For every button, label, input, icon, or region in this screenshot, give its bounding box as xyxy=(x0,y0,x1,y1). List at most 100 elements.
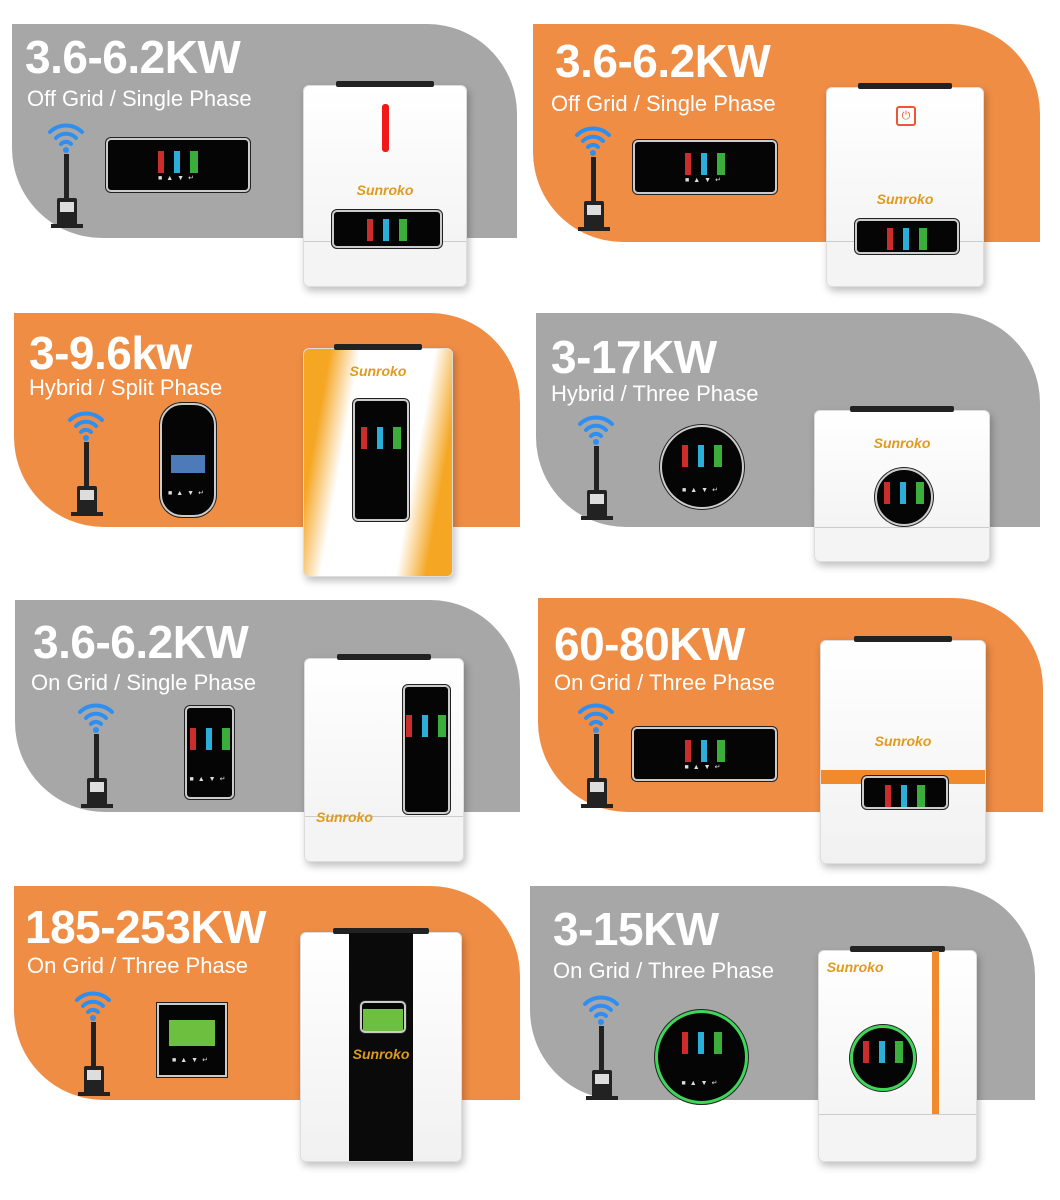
inverter-display xyxy=(875,468,933,526)
inverter-base xyxy=(815,527,989,561)
inverter-display xyxy=(862,776,948,810)
power-button-icon: ⏻ xyxy=(896,106,916,126)
display-panel: ■▲▼↵ xyxy=(160,403,216,517)
inverter-display xyxy=(352,398,409,521)
power-range-title: 3.6-6.2KW xyxy=(555,35,771,87)
display-screen xyxy=(158,151,198,173)
product-type-subtitle: Hybrid / Three Phase xyxy=(551,381,759,406)
brand-logo: Sunroko xyxy=(874,732,932,749)
power-range-title: 3-9.6kw xyxy=(29,327,192,379)
brand-logo: Sunroko xyxy=(349,363,407,379)
brand-logo: Sunroko xyxy=(352,1045,410,1062)
display-screen xyxy=(681,1032,722,1055)
wifi-icon xyxy=(576,700,616,733)
inverter-base xyxy=(304,241,466,286)
display-buttons: ■▲▼↵ xyxy=(684,764,725,771)
power-range-title: 3-15KW xyxy=(553,903,719,955)
wifi-dongle-icon xyxy=(50,154,84,236)
display-buttons: ■▲▼↵ xyxy=(685,177,725,184)
display-panel: ■▲▼↵ xyxy=(632,727,777,781)
inverter-screen xyxy=(886,227,927,250)
brand-logo: Sunroko xyxy=(316,808,373,825)
inverter-base xyxy=(305,815,463,861)
inverter-screen xyxy=(360,426,401,449)
inverter-base xyxy=(819,1113,976,1161)
inverter-screen xyxy=(884,481,924,504)
wifi-icon xyxy=(76,700,116,733)
product-type-subtitle: Hybrid / Split Phase xyxy=(29,375,223,400)
inverter-display xyxy=(402,685,450,815)
display-panel: ■▲▼↵ xyxy=(633,140,777,194)
wifi-dongle-icon xyxy=(580,734,614,816)
wifi-icon xyxy=(576,412,616,445)
brand-logo: Sunroko xyxy=(876,190,934,207)
mounting-rail xyxy=(850,946,945,952)
display-screen xyxy=(189,727,230,750)
product-type-subtitle: On Grid / Single Phase xyxy=(31,670,257,695)
orange-vertical-stripe xyxy=(932,951,940,1161)
wifi-icon xyxy=(46,120,86,153)
display-buttons: ■▲▼↵ xyxy=(158,175,198,182)
inverter-display xyxy=(855,218,959,255)
product-type-subtitle: On Grid / Three Phase xyxy=(27,953,248,978)
mounting-rail xyxy=(336,81,434,87)
wifi-icon xyxy=(573,123,613,156)
inverter-unit: Sunroko xyxy=(820,636,986,864)
display-panel: ■▲▼↵ xyxy=(185,706,234,799)
display-buttons: ■▲▼↵ xyxy=(682,487,722,495)
display-screen xyxy=(685,153,725,175)
wifi-dongle-icon xyxy=(580,446,614,528)
display-screen xyxy=(169,1020,215,1047)
wifi-dongle-icon xyxy=(80,734,114,816)
product-type-subtitle: On Grid / Three Phase xyxy=(553,958,774,983)
inverter-unit: Sunroko xyxy=(304,654,464,862)
inverter-unit: ⏻ Sunroko xyxy=(826,83,984,287)
power-range-title: 3-17KW xyxy=(551,331,717,383)
wifi-icon xyxy=(581,992,621,1025)
brand-logo: Sunroko xyxy=(873,435,931,451)
inverter-unit: Sunroko xyxy=(814,406,990,562)
inverter-screen xyxy=(406,714,447,737)
inverter-unit: Sunroko xyxy=(303,344,453,577)
mounting-rail xyxy=(336,654,432,660)
display-panel: ■▲▼↵ xyxy=(660,425,744,509)
power-range-title: 3.6-6.2KW xyxy=(25,31,241,83)
wifi-icon xyxy=(73,988,113,1021)
black-center-stripe xyxy=(349,933,413,1161)
inverter-unit: Sunroko xyxy=(300,928,462,1162)
display-screen xyxy=(171,454,205,473)
display-screen xyxy=(682,444,722,467)
power-range-title: 185-253KW xyxy=(25,901,266,953)
product-type-subtitle: On Grid / Three Phase xyxy=(554,670,775,695)
mounting-rail xyxy=(849,406,955,412)
product-type-subtitle: Off Grid / Single Phase xyxy=(27,86,252,111)
inverter-unit: Sunroko xyxy=(303,81,467,287)
wifi-icon xyxy=(66,408,106,441)
display-buttons: ■▲▼↵ xyxy=(189,775,230,783)
wifi-dongle-icon xyxy=(577,157,611,239)
brand-logo: Sunroko xyxy=(356,182,414,198)
power-range-title: 3.6-6.2KW xyxy=(33,616,249,668)
mounting-rail xyxy=(853,636,953,642)
display-panel: ■▲▼↵ xyxy=(655,1010,748,1104)
display-screen xyxy=(684,740,725,762)
inverter-screen xyxy=(362,1009,403,1032)
power-range-title: 60-80KW xyxy=(554,618,745,670)
wifi-dongle-icon xyxy=(77,1022,111,1104)
display-panel: ■▲▼↵ xyxy=(106,138,250,192)
mounting-rail xyxy=(333,928,429,934)
wifi-dongle-icon xyxy=(70,442,104,524)
display-panel: ■▲▼↵ xyxy=(157,1003,227,1077)
brand-logo: Sunroko xyxy=(826,959,884,975)
display-buttons: ■▲▼↵ xyxy=(168,490,208,498)
mounting-rail xyxy=(858,83,952,89)
inverter-display xyxy=(360,1001,406,1033)
inverter-unit: Sunroko xyxy=(818,946,977,1162)
display-buttons: ■▲▼↵ xyxy=(172,1056,212,1064)
mounting-rail xyxy=(333,344,423,350)
product-type-subtitle: Off Grid / Single Phase xyxy=(551,91,776,116)
inverter-screen xyxy=(863,1040,904,1063)
display-buttons: ■▲▼↵ xyxy=(681,1079,722,1087)
inverter-screen xyxy=(366,219,407,242)
inverter-screen xyxy=(885,784,925,807)
